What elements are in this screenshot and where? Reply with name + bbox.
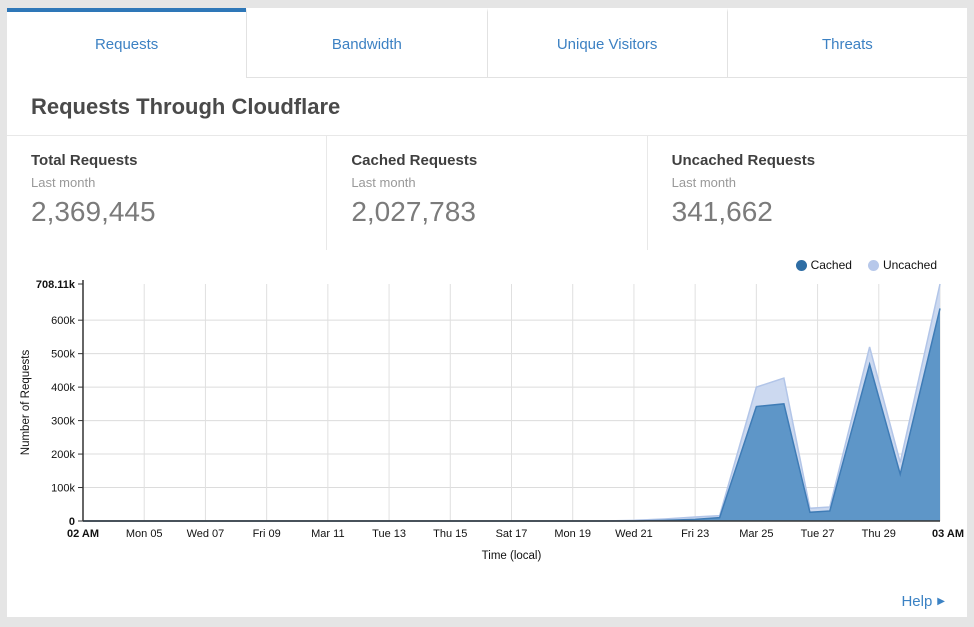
svg-text:708.11k: 708.11k xyxy=(36,279,76,291)
svg-text:500k: 500k xyxy=(51,349,75,361)
svg-text:Mar 11: Mar 11 xyxy=(311,528,344,540)
svg-text:03 AM: 03 AM xyxy=(932,528,964,540)
stat-total-requests-value: 2,369,445 xyxy=(31,196,156,227)
analytics-tabs: Requests Bandwidth Unique Visitors Threa… xyxy=(7,8,967,78)
svg-text:Mon 19: Mon 19 xyxy=(554,528,591,540)
legend-uncached-label: Uncached xyxy=(882,258,937,272)
tab-bandwidth-label: Bandwidth xyxy=(331,36,402,53)
help-link-label: Help xyxy=(901,592,933,610)
title-row: Requests Through Cloudflare xyxy=(7,78,967,136)
svg-text:Sat 17: Sat 17 xyxy=(496,528,528,540)
svg-text:600k: 600k xyxy=(51,315,75,327)
svg-text:Tue 27: Tue 27 xyxy=(801,528,835,540)
legend-item-cached[interactable]: Cached xyxy=(795,258,852,272)
legend-item-uncached[interactable]: Uncached xyxy=(867,258,937,272)
svg-text:Tue 13: Tue 13 xyxy=(372,528,406,540)
svg-text:200k: 200k xyxy=(51,449,75,461)
stat-total-requests-title: Total Requests xyxy=(31,152,138,169)
stat-uncached-requests-title: Uncached Requests xyxy=(671,152,816,169)
stat-uncached-requests-period: Last month xyxy=(671,175,736,190)
stat-cached-requests-value: 2,027,783 xyxy=(351,196,476,227)
svg-text:Time (local): Time (local) xyxy=(482,550,542,562)
svg-text:Thu 15: Thu 15 xyxy=(433,528,467,540)
svg-text:Thu 29: Thu 29 xyxy=(862,528,896,540)
panel-footer: Help ▶ xyxy=(7,580,967,622)
svg-text:0: 0 xyxy=(69,516,75,528)
requests-area-chart: 0 100k 200k 300k 400k 500k 600k 708.11k 02 AM Mon… xyxy=(20,279,964,562)
stat-cached-requests: Cached Requests Last month 2,027,783 xyxy=(326,136,646,250)
stat-uncached-requests: Uncached Requests Last month 341,662 xyxy=(646,136,967,250)
tab-bandwidth[interactable]: Bandwidth xyxy=(246,8,487,78)
svg-text:Wed 21: Wed 21 xyxy=(615,528,653,540)
stat-cached-requests-title: Cached Requests xyxy=(351,152,478,169)
help-link[interactable]: Help ▶ xyxy=(901,593,945,610)
tab-threats[interactable]: Threats xyxy=(726,8,967,78)
svg-text:Fri 23: Fri 23 xyxy=(681,528,709,540)
svg-text:400k: 400k xyxy=(51,382,75,394)
tab-unique-visitors[interactable]: Unique Visitors xyxy=(486,8,727,78)
page-title: Requests Through Cloudflare xyxy=(31,93,341,119)
svg-text:300k: 300k xyxy=(51,416,75,428)
analytics-panel: Requests Bandwidth Unique Visitors Threa… xyxy=(7,8,967,617)
tab-requests[interactable]: Requests xyxy=(7,8,247,78)
legend-dot-uncached-icon xyxy=(867,259,879,271)
svg-text:100k: 100k xyxy=(51,483,75,495)
stat-total-requests: Total Requests Last month 2,369,445 xyxy=(7,136,326,250)
legend-dot-cached-icon xyxy=(795,259,807,271)
stat-total-requests-period: Last month xyxy=(31,175,96,190)
tab-unique-visitors-label: Unique Visitors xyxy=(556,36,658,53)
svg-text:Fri 09: Fri 09 xyxy=(253,528,281,540)
stat-uncached-requests-value: 341,662 xyxy=(671,196,773,227)
svg-text:02 AM: 02 AM xyxy=(67,528,99,540)
legend-cached-label: Cached xyxy=(810,258,852,272)
svg-text:Wed 07: Wed 07 xyxy=(187,528,225,540)
svg-text:Mon 05: Mon 05 xyxy=(126,528,163,540)
tab-requests-label: Requests xyxy=(94,36,159,53)
stats-row: Total Requests Last month 2,369,445 Cach… xyxy=(7,136,967,250)
svg-text:Number of Requests: Number of Requests xyxy=(20,350,32,456)
tab-threats-label: Threats xyxy=(821,36,873,53)
svg-text:Mar 25: Mar 25 xyxy=(739,528,773,540)
help-arrow-icon: ▶ xyxy=(937,595,945,607)
requests-chart-section: Cached Uncached 0 100k 200k 300k 400k 500k 600… xyxy=(7,250,967,580)
chart-legend: Cached Uncached xyxy=(795,258,937,272)
area-#5e96c8 xyxy=(83,308,940,521)
stat-cached-requests-period: Last month xyxy=(351,175,416,190)
